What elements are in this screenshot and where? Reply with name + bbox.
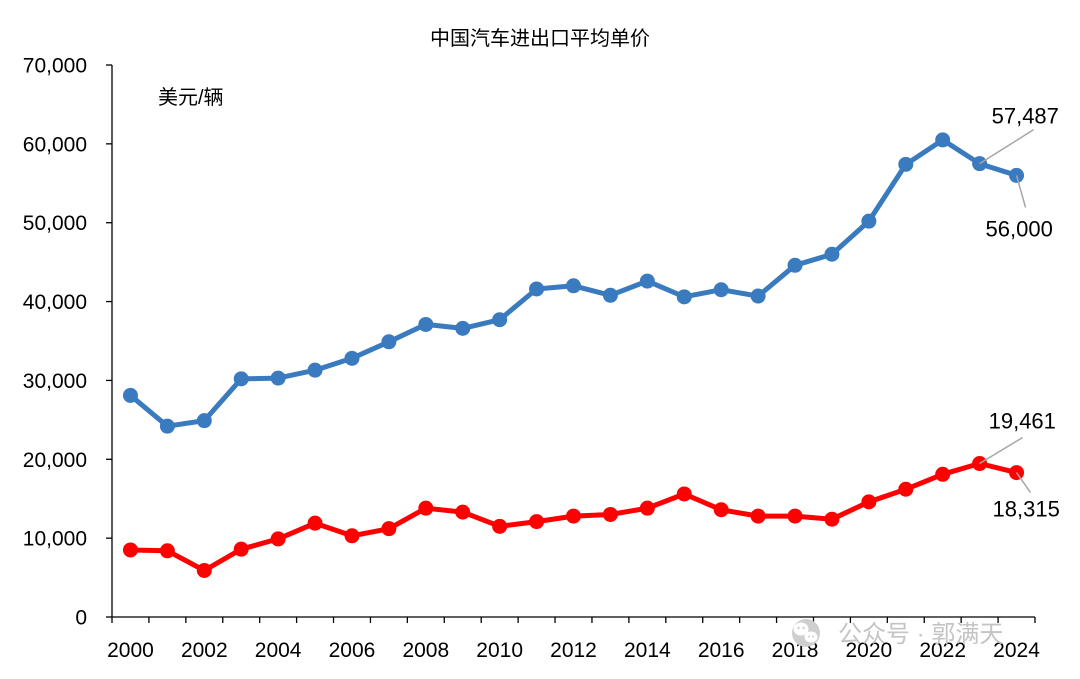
series-2-point-2016 [713,502,729,518]
series-2-point-2010 [492,518,508,534]
series-2-point-2020 [861,494,877,510]
watermark-text: 公众号 · 郭满天 [838,621,1003,648]
data-label-2023: 19,461 [989,409,1056,434]
series-2-point-2021 [898,481,914,497]
data-labels: 57,487 56,000 19,461 18,315 [979,104,1060,522]
series-1-point-2001 [159,418,175,434]
y-axis-ticks: 0 10,000 20,000 30,000 40,000 50,000 60,000 70,… [23,55,112,630]
series-2-point-2003 [233,541,249,557]
series-2-point-2012 [566,508,581,524]
data-label-2024: 56,000 [986,216,1053,241]
series-2-point-2000 [122,542,138,558]
series-1-point-2000 [122,387,138,403]
series-2-point-2009 [455,504,471,520]
series-1-point-2002 [196,413,212,429]
y-tick-label: 30,000 [23,370,87,393]
series-1-point-2014 [639,273,655,289]
series-1-point-2015 [676,289,692,305]
series-2-point-2004 [270,531,286,547]
data-label-2023: 57,487 [992,104,1059,129]
series-1-point-2016 [713,282,729,298]
series-2-point-2011 [529,514,545,530]
y-tick-label: 70,000 [23,55,87,78]
axes [111,65,1035,618]
x-tick-label: 2020 [846,639,893,662]
series-1-point-2006 [344,350,360,366]
y-tick-label: 0 [75,607,87,630]
series-2-point-2008 [418,500,434,516]
chart-title: 中国汽车进出口平均单价 [430,27,650,50]
y-tick-label: 50,000 [23,212,87,235]
series-2-point-2017 [750,508,766,524]
watermark: 公众号 · 郭满天 [792,619,1003,648]
data-label-leader-line [1015,175,1027,208]
x-tick-label: 2012 [550,639,597,662]
y-tick-label: 60,000 [23,133,87,156]
x-tick-label: 2008 [402,639,449,662]
series-2-point-2006 [344,528,360,544]
y-tick-label: 20,000 [23,449,87,472]
series-2-point-2001 [159,543,175,559]
series-1-point-2005 [307,362,323,378]
series-1-point-2018 [787,257,803,273]
series-2-point-2013 [602,506,618,522]
x-tick-label: 2024 [993,639,1040,662]
data-label-leader-line [979,436,1024,465]
series-1-point-2009 [455,320,471,336]
series-1-point-2021 [898,156,914,172]
series-2-point-2018 [787,508,803,524]
series-1-point-2008 [418,316,434,332]
series-2-point-2014 [639,500,655,516]
x-tick-label: 2010 [476,639,523,662]
x-tick-label: 2016 [698,639,745,662]
series-2-point-2022 [935,466,951,482]
x-tick-label: 2022 [919,639,966,662]
x-tick-label: 2014 [624,639,671,662]
y-tick-label: 10,000 [23,528,87,551]
series-1-point-2003 [233,371,249,387]
series-1-point-2017 [750,288,766,304]
series-marks [122,132,1025,578]
series-2-point-2015 [676,486,692,502]
series-1-point-2022 [935,132,951,148]
series-1-point-2004 [270,370,286,386]
series-2-point-2007 [381,521,397,537]
y-unit-label: 美元/辆 [158,86,224,109]
series-1-point-2010 [492,312,508,328]
data-label-leader-line [1015,472,1032,494]
data-label-leader-line [979,129,1035,165]
x-tick-label: 2006 [329,639,376,662]
series-2-point-2019 [824,511,840,527]
y-tick-label: 40,000 [23,291,87,314]
series-1-point-2013 [602,287,618,303]
series-2-point-2002 [196,562,212,578]
wechat-icon [792,619,820,647]
series-1-point-2012 [566,278,581,294]
series-1-point-2007 [381,334,397,350]
x-tick-label: 2000 [107,639,154,662]
data-label-2024: 18,315 [993,497,1060,522]
series-1-point-2020 [861,213,877,229]
series-2-point-2005 [307,515,323,531]
series-1-point-2011 [529,281,545,297]
x-tick-label: 2004 [255,639,302,662]
x-axis-ticks: 2000 2002 2004 2006 2008 2010 2012 2014 2016 2018… [107,617,1040,662]
x-tick-label: 2002 [181,639,228,662]
series-1-point-2019 [824,246,840,262]
